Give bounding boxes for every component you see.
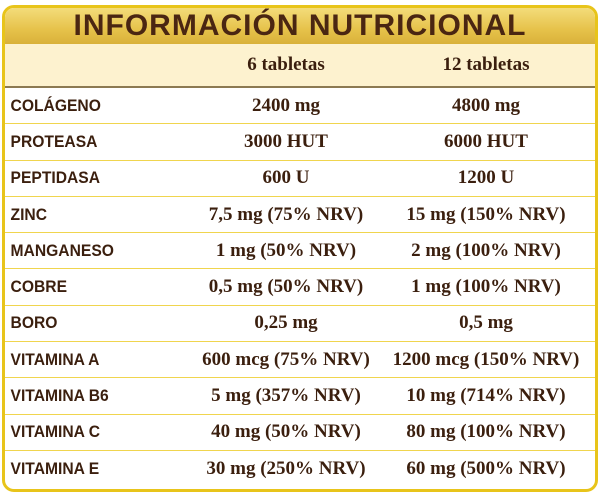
header-12-tabletas: 12 tabletas	[442, 54, 530, 75]
nutrient-name: PROTEASA	[10, 131, 98, 151]
amount-6-tabletas: 1 mg (50% NRV)	[215, 239, 357, 261]
table-row: VITAMINA C 40 mg (50% NRV) 80 mg (100% NRV…	[5, 415, 595, 451]
amount-12-tabletas: 4800 mg	[451, 94, 521, 116]
nutrient-name: VITAMINA C	[10, 422, 101, 442]
amount-12-tabletas: 80 mg (100% NRV)	[406, 421, 566, 443]
table-row: VITAMINA A 600 mcg (75% NRV) 1200 mcg (150…	[5, 342, 595, 379]
amount-6-tabletas: 7,5 mg (75% NRV)	[208, 203, 364, 225]
nutrient-name: VITAMINA A	[10, 349, 100, 369]
nutrient-name: COLÁGENO	[10, 95, 101, 115]
table-row: PROTEASA 3000 HUT 6000 HUT	[5, 124, 595, 161]
table-row: ZINC 7,5 mg (75% NRV) 15 mg (150% NRV)	[5, 197, 595, 234]
nutrient-name: ZINC	[10, 204, 48, 224]
amount-12-tabletas: 0,5 mg	[459, 312, 513, 334]
amount-12-tabletas: 1200 U	[457, 167, 515, 189]
table-row: PEPTIDASA 600 U 1200 U	[5, 161, 595, 197]
amount-12-tabletas: 10 mg (714% NRV)	[406, 385, 566, 407]
amount-12-tabletas: 2 mg (100% NRV)	[411, 239, 561, 261]
table-row: VITAMINA E 30 mg (250% NRV) 60 mg (500% NR…	[5, 451, 595, 486]
nutrient-name: COBRE	[10, 277, 68, 297]
table-title: INFORMACIÓN NUTRICIONAL	[5, 8, 595, 44]
table-row: COLÁGENO 2400 mg 4800 mg	[5, 88, 595, 125]
nutrient-name: PEPTIDASA	[10, 168, 101, 188]
table-row: MANGANESO 1 mg (50% NRV) 2 mg (100% NRV)	[5, 233, 595, 270]
nutrient-name: VITAMINA E	[10, 458, 100, 478]
amount-6-tabletas: 5 mg (357% NRV)	[211, 385, 361, 407]
amount-12-tabletas: 1200 mcg (150% NRV)	[392, 348, 580, 370]
nutrient-name: BORO	[10, 313, 58, 333]
table-row: COBRE 0,5 mg (50% NRV) 1 mg (100% NRV)	[5, 269, 595, 306]
header-6-tabletas: 6 tabletas	[247, 54, 325, 75]
amount-12-tabletas: 15 mg (150% NRV)	[406, 203, 566, 225]
nutrient-name: VITAMINA B6	[10, 386, 109, 406]
amount-6-tabletas: 40 mg (50% NRV)	[211, 421, 361, 443]
amount-6-tabletas: 3000 HUT	[244, 130, 328, 152]
amount-12-tabletas: 6000 HUT	[444, 130, 528, 152]
amount-6-tabletas: 600 U	[262, 167, 310, 189]
amount-6-tabletas: 600 mcg (75% NRV)	[202, 348, 370, 370]
amount-6-tabletas: 0,5 mg (50% NRV)	[208, 276, 364, 298]
header-row: 6 tabletas 12 tabletas	[5, 44, 595, 88]
amount-6-tabletas: 30 mg (250% NRV)	[206, 457, 366, 479]
amount-6-tabletas: 0,25 mg	[254, 312, 318, 334]
table-body: COLÁGENO 2400 mg 4800 mg PROTEASA 3000 HUT 60…	[5, 88, 595, 486]
amount-12-tabletas: 60 mg (500% NRV)	[406, 457, 566, 479]
nutrient-name: MANGANESO	[10, 240, 114, 260]
amount-6-tabletas: 2400 mg	[251, 94, 321, 116]
amount-12-tabletas: 1 mg (100% NRV)	[411, 276, 561, 298]
table-row: BORO 0,25 mg 0,5 mg	[5, 306, 595, 343]
table-row: VITAMINA B6 5 mg (357% NRV) 10 mg (714% NR…	[5, 378, 595, 415]
nutrition-table: INFORMACIÓN NUTRICIONAL 6 tabletas 12 ta…	[2, 5, 598, 492]
